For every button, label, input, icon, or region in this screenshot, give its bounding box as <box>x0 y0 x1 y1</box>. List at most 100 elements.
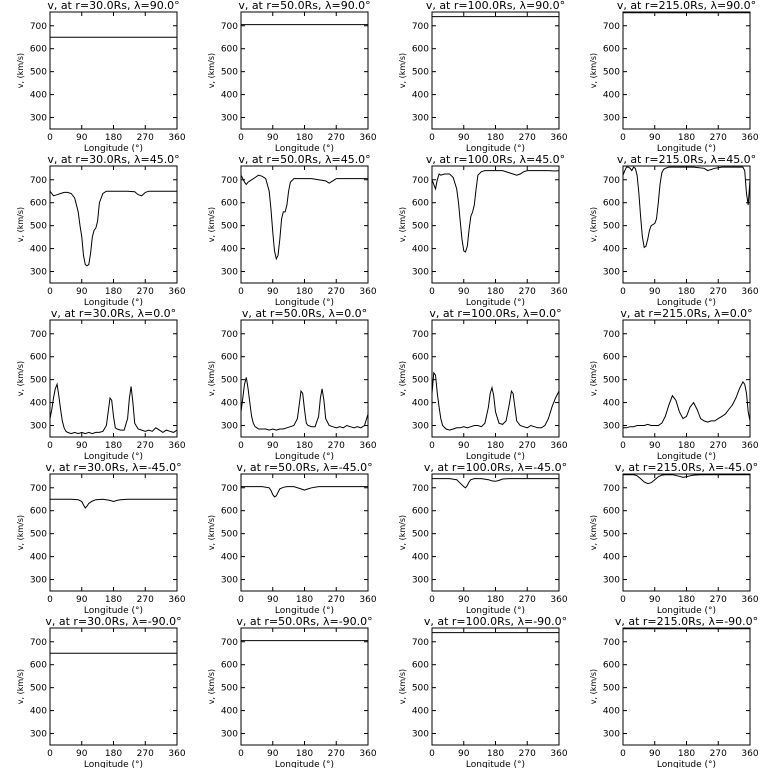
x-tick-label: 0 <box>620 595 626 605</box>
x-axis-label: Longitude (°) <box>466 760 525 768</box>
plot-frame <box>431 319 560 438</box>
y-tick-label: 400 <box>412 707 429 717</box>
panel-4-2: v, at r=50.0Rs, λ=-45.0° 0 90 180 270 360 300 4… <box>207 461 377 616</box>
panel-4-3: v, at r=100.0Rs, λ=-45.0° 0 90 180 270 360 300… <box>398 461 568 616</box>
x-axis-label: Longitude (°) <box>657 452 716 462</box>
y-axis-label: v, (km/s) <box>16 515 25 550</box>
panel-title: v, at r=50.0Rs, λ=90.0° <box>238 0 370 12</box>
y-axis-label: v, (km/s) <box>589 669 598 704</box>
y-axis-label: v, (km/s) <box>16 361 25 396</box>
y-tick-label: 400 <box>221 553 238 563</box>
x-tick-label: 0 <box>620 749 626 759</box>
x-tick-label: 90 <box>76 441 88 451</box>
x-tick-label: 180 <box>105 287 122 297</box>
y-tick-label: 600 <box>603 353 620 363</box>
y-tick-label: 500 <box>603 222 620 232</box>
x-tick-label: 360 <box>168 441 185 451</box>
y-tick-label: 500 <box>221 684 238 694</box>
panel-title: v, at r=215.0Rs, λ=-90.0° <box>615 615 758 628</box>
y-axis-label: v, (km/s) <box>589 515 598 550</box>
y-tick-label: 700 <box>603 484 620 494</box>
panel-5-4: v, at r=215.0Rs, λ=-90.0° 0 90 180 270 360 300… <box>589 615 759 768</box>
y-tick-label: 600 <box>221 661 238 671</box>
x-tick-label: 270 <box>519 749 536 759</box>
y-tick-label: 400 <box>30 399 47 409</box>
y-axis-label: v, (km/s) <box>589 207 598 242</box>
x-tick-label: 180 <box>487 749 504 759</box>
y-tick-label: 500 <box>412 684 429 694</box>
y-tick-label: 500 <box>412 530 429 540</box>
plot-frame <box>240 319 369 438</box>
panel-5-3: v, at r=100.0Rs, λ=-90.0° 0 90 180 270 360 300… <box>398 615 568 768</box>
series-line <box>623 380 751 429</box>
plot-frame <box>240 627 369 746</box>
x-tick-label: 180 <box>296 595 313 605</box>
panel-4-1: v, at r=30.0Rs, λ=-45.0° 0 90 180 270 360 300 4… <box>16 461 186 616</box>
panel-title: v, at r=50.0Rs, λ=45.0° <box>238 153 370 166</box>
y-axis-label: v, (km/s) <box>398 361 407 396</box>
y-tick-label: 300 <box>412 114 429 124</box>
plot-frame <box>49 11 178 130</box>
x-tick-label: 180 <box>487 287 504 297</box>
x-tick-label: 90 <box>267 749 279 759</box>
panel-title: v, at r=30.0Rs, λ=45.0° <box>47 153 179 166</box>
x-tick-label: 180 <box>487 441 504 451</box>
x-tick-label: 90 <box>649 749 661 759</box>
plot-frame <box>622 319 751 438</box>
y-axis-label: v, (km/s) <box>589 361 598 396</box>
x-tick-label: 360 <box>359 749 376 759</box>
x-tick-label: 270 <box>710 287 727 297</box>
x-tick-label: 90 <box>458 595 470 605</box>
y-tick-label: 700 <box>603 22 620 32</box>
y-tick-label: 500 <box>30 376 47 386</box>
x-tick-label: 90 <box>458 133 470 143</box>
x-tick-label: 90 <box>649 595 661 605</box>
y-tick-label: 500 <box>221 376 238 386</box>
y-tick-label: 600 <box>221 199 238 209</box>
y-tick-label: 700 <box>30 638 47 648</box>
y-axis-label: v, (km/s) <box>398 53 407 88</box>
x-axis-label: Longitude (°) <box>275 606 334 616</box>
y-tick-label: 400 <box>221 707 238 717</box>
x-tick-label: 180 <box>296 133 313 143</box>
x-tick-label: 360 <box>359 287 376 297</box>
y-tick-label: 500 <box>412 376 429 386</box>
y-tick-label: 300 <box>30 422 47 432</box>
y-tick-label: 500 <box>412 222 429 232</box>
y-tick-label: 300 <box>603 114 620 124</box>
x-tick-label: 360 <box>550 595 567 605</box>
y-tick-label: 400 <box>603 245 620 255</box>
x-tick-label: 180 <box>105 595 122 605</box>
x-axis-label: Longitude (°) <box>657 760 716 768</box>
x-tick-label: 90 <box>76 749 88 759</box>
y-tick-label: 400 <box>412 245 429 255</box>
series-line <box>50 498 177 509</box>
y-tick-label: 600 <box>412 45 429 55</box>
panel-title: v, at r=30.0Rs, λ=-45.0° <box>45 461 181 474</box>
y-tick-label: 300 <box>412 730 429 740</box>
y-tick-label: 700 <box>412 484 429 494</box>
series-line <box>432 478 559 489</box>
y-tick-label: 600 <box>603 661 620 671</box>
x-tick-label: 270 <box>137 595 154 605</box>
x-tick-label: 90 <box>649 133 661 143</box>
series-line <box>240 174 368 261</box>
x-tick-label: 0 <box>47 133 53 143</box>
panel-3-3: v, at r=100.0Rs, λ=0.0° 0 90 180 270 360 300 40… <box>398 307 568 462</box>
y-tick-label: 300 <box>603 576 620 586</box>
y-tick-label: 400 <box>30 553 47 563</box>
x-tick-label: 180 <box>296 749 313 759</box>
x-tick-label: 270 <box>710 595 727 605</box>
panel-2-3: v, at r=100.0Rs, λ=45.0° 0 90 180 270 360 300 4… <box>398 153 568 308</box>
x-tick-label: 180 <box>105 133 122 143</box>
x-tick-label: 360 <box>741 595 758 605</box>
x-tick-label: 0 <box>429 441 435 451</box>
y-tick-label: 700 <box>221 22 238 32</box>
series-line <box>49 382 178 435</box>
y-tick-label: 600 <box>412 507 429 517</box>
plot-frame <box>622 11 751 130</box>
y-axis-label: v, (km/s) <box>398 669 407 704</box>
plot-frame <box>240 165 369 284</box>
x-tick-label: 90 <box>267 133 279 143</box>
panel-2-4: v, at r=215.0Rs, λ=45.0° 0 90 180 270 360 300 4… <box>589 153 759 308</box>
